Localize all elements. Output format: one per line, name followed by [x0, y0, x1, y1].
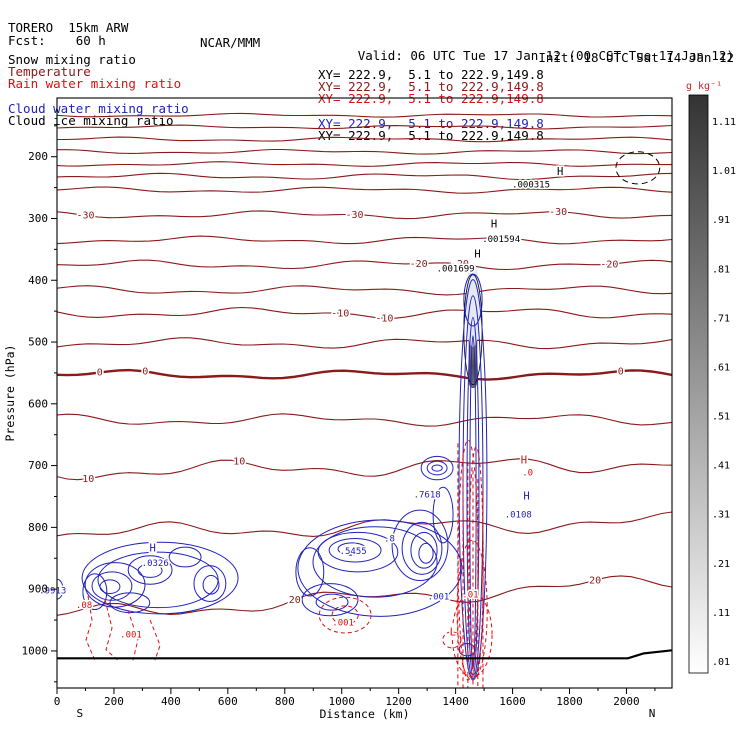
svg-text:10: 10 [233, 457, 245, 468]
svg-text:1400: 1400 [442, 695, 469, 708]
svg-text:700: 700 [28, 459, 48, 472]
svg-text:600: 600 [28, 397, 48, 410]
svg-text:1600: 1600 [499, 695, 526, 708]
svg-text:.11: .11 [712, 608, 730, 619]
svg-text:.001594: .001594 [482, 235, 520, 245]
svg-text:800: 800 [28, 521, 48, 534]
svg-text:.01: .01 [712, 657, 730, 668]
svg-text:H: H [521, 455, 527, 467]
svg-text:.7618: .7618 [414, 491, 441, 501]
svg-text:600: 600 [218, 695, 238, 708]
svg-text:20: 20 [289, 595, 301, 606]
forecast-hour: Fcst: 60 h [8, 33, 106, 48]
svg-text:H: H [491, 219, 497, 231]
legend-label-cloud-water: Cloud water mixing ratio [8, 101, 189, 116]
svg-text:H: H [523, 490, 529, 502]
svg-text:.21: .21 [712, 559, 730, 570]
svg-text:.61: .61 [712, 362, 730, 373]
svg-text:-30: -30 [549, 207, 567, 218]
svg-text:Pressure (hPa): Pressure (hPa) [3, 345, 17, 442]
legend-xy-cloud-water: XY= 222.9, 5.1 to 222.9,149.8 [318, 116, 544, 131]
legend-xy-snow: XY= 222.9, 5.1 to 222.9,149.8 [318, 67, 544, 82]
svg-text:300: 300 [28, 212, 48, 225]
svg-text:.91: .91 [712, 215, 730, 226]
svg-text:0: 0 [142, 367, 148, 378]
legend-row-1: Temperature XY= 222.9, 5.1 to 222.9,149.… [0, 49, 740, 94]
svg-text:1800: 1800 [556, 695, 583, 708]
svg-text:.5455: .5455 [340, 547, 367, 557]
svg-text:.9913: .9913 [39, 586, 66, 596]
svg-text:0: 0 [54, 695, 61, 708]
svg-text:500: 500 [28, 336, 48, 349]
legend-label-cloud-ice: Cloud ice mixing ratio [8, 113, 174, 128]
svg-text:L: L [450, 626, 456, 638]
svg-text:-20: -20 [600, 259, 618, 270]
svg-text:800: 800 [275, 695, 295, 708]
svg-text:.81: .81 [712, 264, 730, 275]
legend-row-0: Snow mixing ratio XY= 222.9, 5.1 to 222.… [0, 37, 740, 82]
svg-text:.31: .31 [712, 510, 730, 521]
org-label: NCAR/MMM [200, 35, 261, 50]
svg-text:2000: 2000 [613, 695, 640, 708]
svg-text:.71: .71 [712, 313, 730, 324]
legend-row-2: Rain water mixing ratio XY= 222.9, 5.1 t… [0, 61, 740, 106]
svg-text:.001: .001 [120, 630, 142, 640]
svg-text:.001699: .001699 [437, 265, 475, 275]
svg-text:N: N [649, 707, 656, 720]
svg-text:900: 900 [28, 583, 48, 596]
legend-label-rain: Rain water mixing ratio [8, 76, 182, 91]
legend-label-temperature: Temperature [8, 64, 91, 79]
init-time: Init: 18 UTC Sat 14 Jan 12 [538, 50, 734, 65]
svg-text:400: 400 [161, 695, 181, 708]
svg-text:10: 10 [82, 474, 94, 485]
svg-text:-20: -20 [451, 259, 469, 270]
svg-text:Distance (km): Distance (km) [319, 707, 409, 721]
legend-label-snow: Snow mixing ratio [8, 52, 136, 67]
svg-text:H: H [557, 166, 563, 178]
svg-text:.8: .8 [384, 534, 395, 544]
svg-text:200: 200 [104, 695, 124, 708]
svg-text:.08: .08 [76, 601, 92, 611]
svg-text:-30: -30 [346, 210, 364, 221]
model-title: TORERO 15km ARW [8, 20, 129, 35]
svg-text:.0108: .0108 [505, 510, 532, 520]
svg-text:.0: .0 [522, 468, 533, 478]
svg-text:200: 200 [28, 150, 48, 163]
svg-text:.01: .01 [462, 591, 478, 601]
svg-text:1000: 1000 [328, 695, 355, 708]
header-line-1: TORERO 15km ARW NCAR/MMM Init: 18 UTC Sa… [0, 5, 740, 65]
svg-text:S: S [76, 707, 83, 720]
svg-text:g kg⁻¹: g kg⁻¹ [686, 81, 722, 92]
svg-text:1.11: 1.11 [712, 117, 736, 128]
svg-text:-20: -20 [410, 259, 428, 270]
svg-text:20: 20 [589, 575, 601, 586]
svg-text:1000: 1000 [22, 644, 49, 657]
svg-text:.0326: .0326 [142, 559, 169, 569]
legend-xy-temperature: XY= 222.9, 5.1 to 222.9,149.8 [318, 79, 544, 94]
svg-text:1200: 1200 [385, 695, 412, 708]
svg-text:.000315: .000315 [512, 180, 550, 190]
legend-row-3: Cloud water mixing ratio XY= 222.9, 5.1 … [0, 86, 740, 131]
svg-text:0: 0 [97, 368, 103, 379]
svg-text:.41: .41 [712, 461, 730, 472]
svg-text:.001: .001 [332, 619, 354, 629]
svg-text:H: H [150, 542, 156, 554]
svg-text:.001: .001 [428, 593, 450, 603]
svg-text:0: 0 [618, 366, 624, 377]
header-line-2: Fcst: 60 h Valid: 06 UTC Tue 17 Jan 12 (… [0, 18, 740, 63]
svg-text:H: H [474, 248, 480, 260]
svg-text:1.01: 1.01 [712, 166, 736, 177]
valid-time: Valid: 06 UTC Tue 17 Jan 12 (00 CST Tue … [357, 48, 734, 63]
svg-text:.51: .51 [712, 412, 730, 423]
svg-text:-10: -10 [331, 308, 349, 319]
svg-text:-30: -30 [76, 211, 94, 222]
svg-text:-10: -10 [375, 313, 393, 324]
svg-text:400: 400 [28, 274, 48, 287]
